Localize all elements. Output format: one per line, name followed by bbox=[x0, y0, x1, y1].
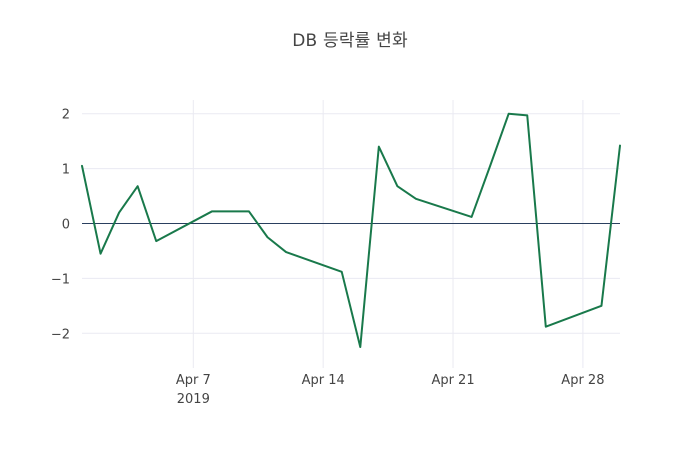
x-axis-tick-label: Apr 7 bbox=[176, 373, 211, 388]
y-axis-tick-label: −2 bbox=[51, 327, 70, 342]
y-axis-tick-label: −1 bbox=[51, 272, 70, 287]
x-axis-tick-label: Apr 14 bbox=[302, 373, 345, 388]
y-axis-tick-label: 0 bbox=[62, 218, 70, 233]
x-axis-tick-label: Apr 28 bbox=[561, 373, 604, 388]
data-series-line bbox=[81, 112, 621, 349]
x-axis-tick-sublabel: 2019 bbox=[177, 392, 210, 407]
y-axis-tick-label: 2 bbox=[62, 108, 70, 123]
chart-title: DB 등락률 변화 bbox=[292, 31, 408, 51]
grid-lines bbox=[82, 100, 620, 368]
y-axis-tick-labels: 2 1 0 −1 −2 bbox=[51, 108, 70, 343]
x-axis-tick-labels: Apr 7 2019 Apr 14 Apr 21 Apr 28 bbox=[176, 373, 605, 407]
x-axis-tick-label: Apr 21 bbox=[431, 373, 474, 388]
y-axis-tick-label: 1 bbox=[62, 163, 70, 178]
